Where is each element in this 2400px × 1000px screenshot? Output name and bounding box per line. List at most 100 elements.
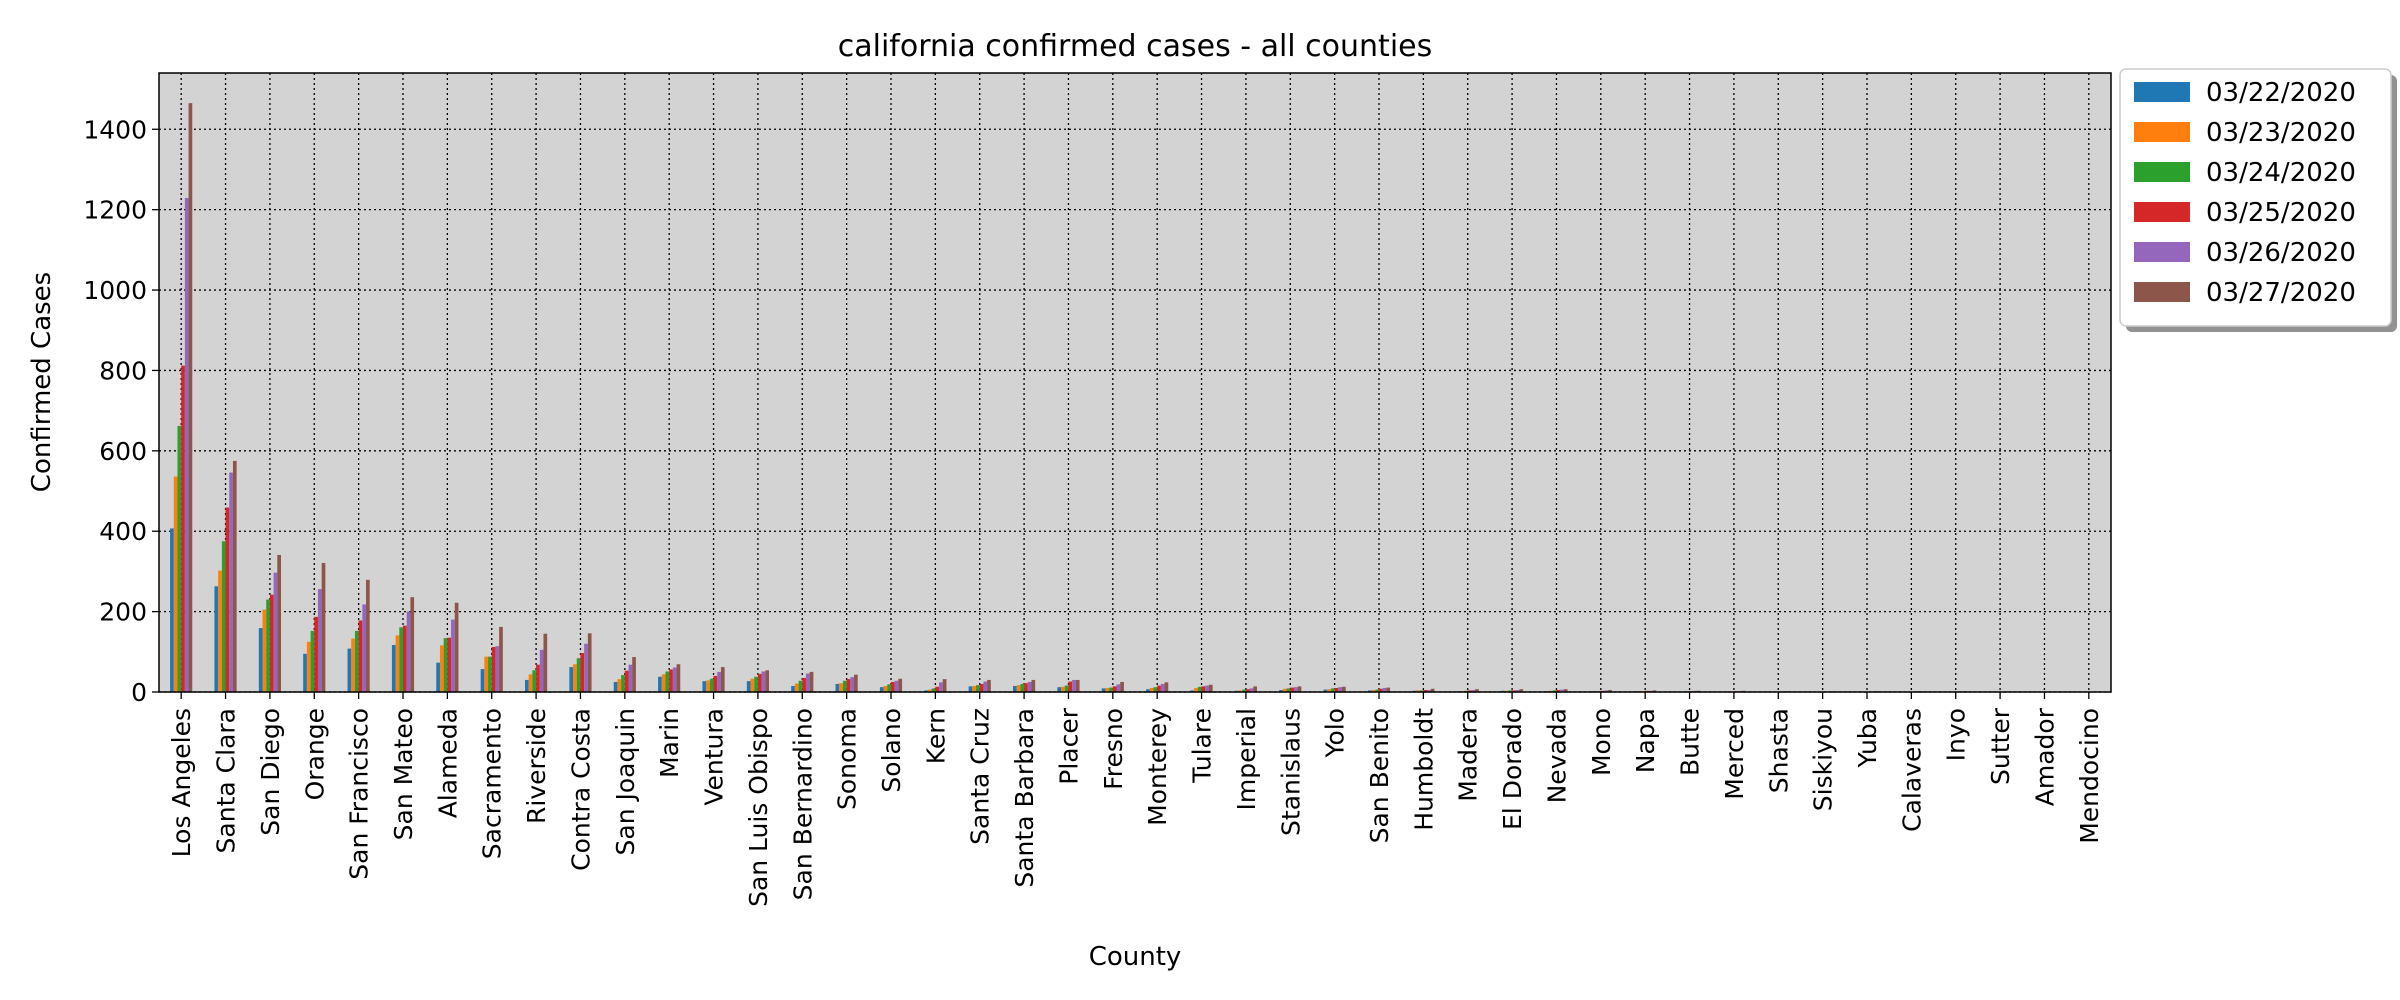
- bar: [1061, 686, 1065, 692]
- bar: [214, 586, 219, 692]
- bar: [1105, 687, 1110, 692]
- bar: [1327, 689, 1331, 692]
- bar: [273, 572, 278, 692]
- x-tick-label: San Diego: [256, 708, 285, 836]
- bar: [1286, 688, 1291, 692]
- bar: [750, 678, 755, 692]
- bar: [569, 667, 574, 692]
- bar: [1508, 690, 1513, 692]
- x-tick-label: Nevada: [1542, 708, 1571, 803]
- x-tick-label: San Francisco: [345, 708, 374, 880]
- bar: [491, 646, 496, 692]
- bar: [1157, 685, 1161, 692]
- bar: [1016, 685, 1021, 692]
- bar: [1116, 684, 1121, 692]
- bar: [854, 674, 858, 692]
- bar: [972, 685, 977, 692]
- bar: [221, 541, 226, 692]
- bar: [1290, 687, 1294, 692]
- bar: [632, 657, 636, 692]
- bar: [1238, 690, 1243, 692]
- bar: [1467, 690, 1472, 692]
- bar: [358, 620, 363, 692]
- bars: [170, 103, 2100, 692]
- bar: [1149, 687, 1154, 692]
- x-tick-label: San Joaquin: [611, 708, 640, 855]
- plot-background: [159, 73, 2111, 692]
- bar: [1101, 688, 1106, 692]
- bar: [269, 594, 274, 692]
- bar: [391, 644, 396, 692]
- bar: [1427, 689, 1431, 692]
- bar: [879, 687, 884, 692]
- legend-label: 03/23/2020: [2206, 118, 2356, 148]
- bar: [225, 507, 230, 692]
- bar: [717, 671, 721, 692]
- bar: [484, 656, 489, 692]
- y-tick-label: 800: [99, 356, 147, 385]
- bar: [1057, 687, 1062, 692]
- bar: [1160, 683, 1165, 692]
- x-tick-label: Inyo: [1942, 708, 1971, 761]
- bar: [983, 681, 988, 692]
- bar: [580, 653, 585, 692]
- bar: [1146, 689, 1150, 692]
- bar: [979, 683, 984, 692]
- legend-label: 03/22/2020: [2206, 78, 2356, 108]
- bar: [617, 679, 622, 692]
- grid-lines: [159, 73, 2111, 693]
- x-tick-label: Butte: [1676, 708, 1705, 776]
- bar: [850, 677, 855, 692]
- x-tick-label: Solano: [877, 708, 906, 793]
- bar: [976, 685, 980, 692]
- legend: 03/22/2020 03/23/2020 03/24/2020 03/25/2020…: [2119, 68, 2397, 332]
- bar: [1475, 689, 1479, 692]
- bar: [1604, 690, 1609, 692]
- x-axis-label: County: [1089, 942, 1182, 972]
- bar: [1201, 686, 1206, 692]
- bar: [628, 664, 633, 692]
- x-tick-label: Yolo: [1321, 708, 1350, 759]
- bar: [1164, 682, 1169, 692]
- x-tick-label: Santa Barbara: [1010, 708, 1039, 888]
- x-tick-label: Kern: [921, 708, 950, 764]
- bar: [939, 682, 943, 692]
- bar: [931, 688, 936, 692]
- legend-label: 03/27/2020: [2206, 278, 2356, 308]
- x-tick-label: Calaveras: [1897, 708, 1926, 832]
- chart-title: california confirmed cases - all countie…: [838, 29, 1433, 64]
- bar: [1519, 689, 1524, 692]
- x-tick-label: San Benito: [1365, 708, 1394, 843]
- bar: [539, 649, 544, 692]
- bar: [188, 103, 193, 692]
- bar: [669, 669, 673, 692]
- x-tick-label: El Dorado: [1498, 708, 1527, 830]
- bar: [306, 641, 311, 692]
- x-tick-label: Imperial: [1232, 708, 1261, 810]
- bar: [1064, 685, 1069, 692]
- bar: [1608, 689, 1612, 692]
- bar: [1075, 679, 1080, 692]
- x-tick-label: Placer: [1054, 707, 1083, 784]
- bar: [924, 690, 928, 692]
- bar: [927, 689, 932, 692]
- bar: [1371, 689, 1376, 692]
- bar: [1386, 687, 1391, 692]
- bar: [321, 562, 326, 692]
- bar: [170, 528, 174, 692]
- bar: [891, 681, 895, 692]
- legend-swatch: [2134, 282, 2190, 302]
- bar: [765, 670, 769, 692]
- x-tick-label: Stanislaus: [1276, 708, 1305, 836]
- legend-swatch: [2134, 242, 2190, 262]
- bar: [791, 685, 795, 692]
- legend-label: 03/25/2020: [2206, 198, 2356, 228]
- x-tick-label: Riverside: [522, 708, 551, 824]
- bar: [1072, 679, 1076, 692]
- bar: [584, 643, 588, 692]
- y-tick-label: 1200: [83, 196, 147, 225]
- bar: [1242, 689, 1246, 692]
- bar: [706, 680, 710, 692]
- bar: [495, 646, 500, 692]
